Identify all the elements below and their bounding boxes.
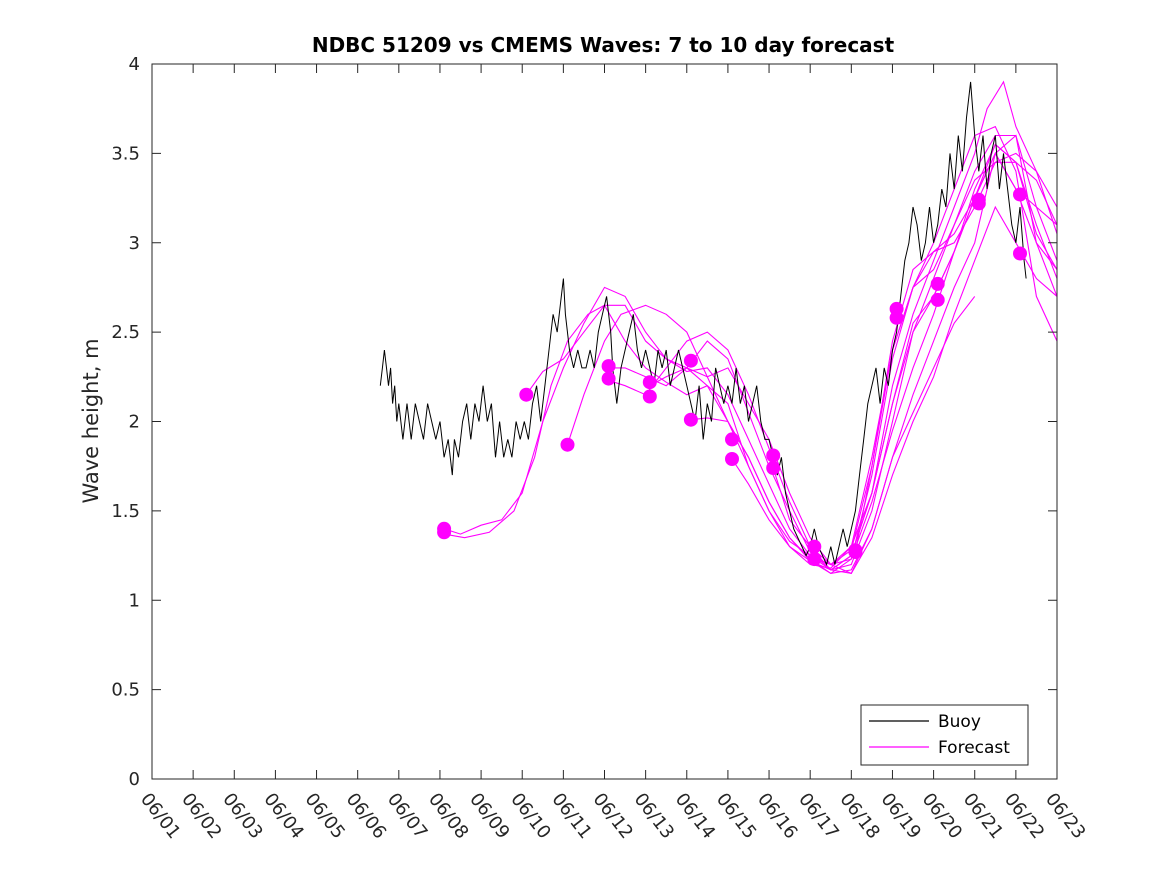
forecast-marker: [642, 375, 657, 390]
forecast-line-run-3: [525, 151, 1057, 575]
x-tick-label: 06/16: [753, 789, 801, 843]
forecast-marker: [889, 310, 904, 325]
forecast-marker: [601, 371, 616, 386]
forecast-marker: [807, 539, 822, 554]
x-tick-label: 06/05: [301, 789, 349, 843]
x-tick-label: 06/14: [671, 789, 719, 843]
forecast-marker: [807, 552, 822, 567]
forecast-marker: [1013, 187, 1027, 202]
y-tick-label: 2.5: [111, 322, 140, 343]
y-tick-label: 3.5: [111, 143, 140, 164]
x-tick-label: 06/20: [918, 789, 966, 843]
legend-buoy-label: Buoy: [938, 712, 981, 732]
forecast-marker: [683, 353, 698, 368]
x-tick-label: 06/17: [794, 789, 842, 843]
x-tick-label: 06/23: [1041, 789, 1089, 843]
x-tick-label: 06/11: [547, 789, 595, 843]
y-tick-label: 0: [129, 769, 140, 790]
y-axis-label: Wave height, m: [79, 338, 103, 503]
forecast-marker: [519, 387, 534, 402]
x-tick-label: 06/22: [1000, 789, 1048, 843]
x-tick-label: 06/08: [424, 789, 472, 843]
x-tick-label: 06/07: [383, 789, 431, 843]
forecast-marker: [725, 452, 739, 466]
y-tick-label: 1.5: [111, 501, 140, 522]
x-tick-label: 06/21: [959, 789, 1007, 843]
buoy-line: [379, 81, 1027, 567]
x-tick-label: 06/06: [342, 789, 390, 843]
x-tick-label: 06/03: [218, 789, 266, 843]
x-tick-label: 06/01: [136, 789, 184, 843]
forecast-marker: [683, 412, 698, 427]
x-tick-label: 06/10: [506, 789, 554, 843]
forecast-marker: [848, 545, 863, 559]
x-tick-label: 06/02: [177, 789, 225, 843]
x-tick-label: 06/19: [877, 789, 925, 843]
buoy-series: [379, 81, 1027, 567]
forecast-marker: [437, 525, 452, 540]
forecast-markers: [437, 187, 1027, 567]
forecast-marker: [601, 359, 616, 374]
forecast-marker: [560, 437, 575, 452]
x-tick-label: 06/18: [835, 789, 883, 843]
y-tick-label: 1: [129, 590, 140, 611]
x-tick-label: 06/09: [465, 789, 513, 843]
forecast-marker: [642, 389, 657, 404]
forecast-marker: [930, 276, 945, 291]
y-tick-label: 4: [129, 54, 140, 75]
forecast-marker: [766, 448, 781, 463]
y-tick-label: 2: [129, 412, 140, 433]
forecast-marker: [930, 292, 945, 307]
forecast-marker: [1013, 246, 1027, 261]
y-axis: 0 0.5 1 1.5 2 2.5 3 3.5 4: [111, 54, 1057, 790]
x-tick-label: 06/12: [589, 789, 637, 843]
y-tick-label: 3: [129, 233, 140, 254]
legend-box: [860, 704, 1029, 766]
plot-area: [152, 64, 1057, 779]
forecast-line-run-4: [566, 205, 1057, 575]
forecast-marker: [971, 196, 986, 211]
y-tick-label: 0.5: [111, 680, 140, 701]
forecast-marker: [725, 432, 739, 447]
chart-title: NDBC 51209 vs CMEMS Waves: 7 to 10 day f…: [312, 33, 895, 57]
x-tick-label: 06/04: [259, 789, 307, 843]
x-tick-label: 06/15: [712, 789, 760, 843]
forecast-marker: [766, 461, 781, 475]
legend-forecast-label: Forecast: [938, 738, 1010, 758]
legend: Buoy Forecast: [860, 704, 1029, 766]
x-tick-label: 06/13: [630, 789, 678, 843]
